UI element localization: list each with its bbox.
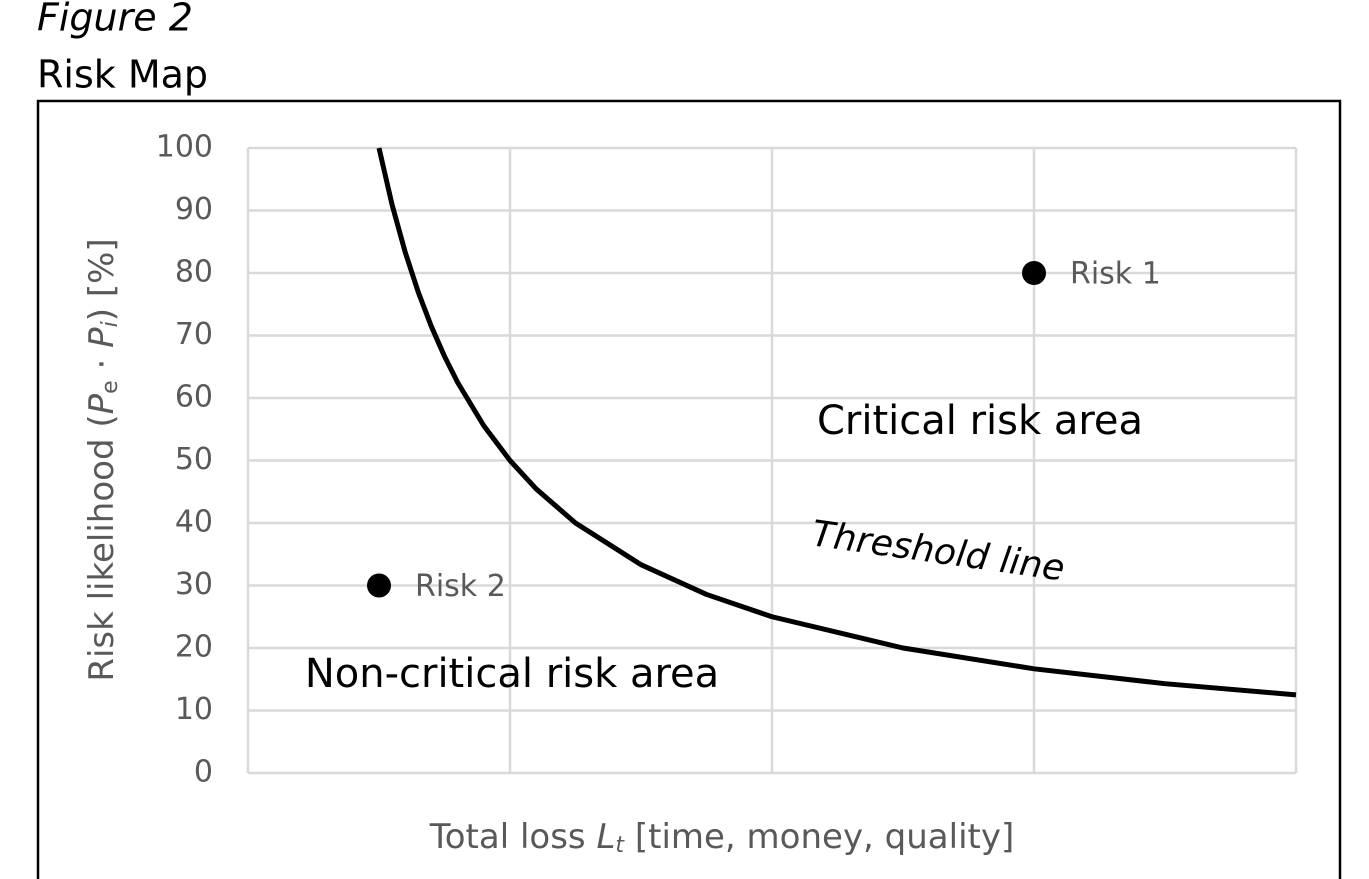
threshold-line: [376, 147, 1297, 698]
y-axis-label-part: ) [%]: [82, 238, 122, 321]
y-axis-label-part: P: [82, 393, 122, 414]
y-axis-label-part: Risk likelihood (: [82, 414, 122, 681]
y-tick-label: 100: [156, 130, 213, 165]
y-tick-label: 40: [175, 505, 213, 540]
figure-label: Figure 2: [37, 0, 193, 40]
y-axis-label-part: P: [82, 327, 122, 348]
point-label: Risk 1: [1070, 257, 1161, 292]
chart-frame: [36, 99, 1342, 879]
chart-title: Risk Map: [37, 53, 208, 97]
x-axis-label-part: t: [615, 833, 625, 858]
y-tick-label: 10: [175, 692, 213, 727]
y-tick-label: 70: [175, 317, 213, 352]
y-axis-label-part: i: [98, 321, 123, 327]
y-tick-label: 80: [175, 255, 213, 290]
point-label: Risk 2: [415, 569, 506, 604]
risk-point: [367, 573, 391, 598]
y-tick-label: 50: [175, 442, 213, 477]
x-axis-label-part: Total loss: [429, 817, 597, 857]
y-tick-label: 30: [175, 567, 213, 602]
y-axis-label-part: ·: [82, 348, 122, 380]
y-axis-label: Risk likelihood (Pe · Pi) [%]: [82, 238, 124, 681]
x-axis-label-part: [time, money, quality]: [624, 817, 1014, 857]
annotation: Non-critical risk area: [305, 651, 719, 697]
y-axis-label-part: e: [98, 380, 123, 394]
y-tick-label: 60: [175, 380, 213, 415]
annotation: Threshold line: [809, 513, 1067, 589]
x-axis-label-part: L: [596, 817, 615, 857]
risk-point: [1022, 261, 1046, 285]
y-tick-label: 20: [175, 630, 213, 665]
y-tick-label: 90: [175, 192, 213, 227]
annotation: Critical risk area: [817, 398, 1143, 444]
y-tick-label: 0: [194, 755, 213, 790]
x-axis-label: Total loss Lt [time, money, quality]: [429, 817, 1015, 859]
